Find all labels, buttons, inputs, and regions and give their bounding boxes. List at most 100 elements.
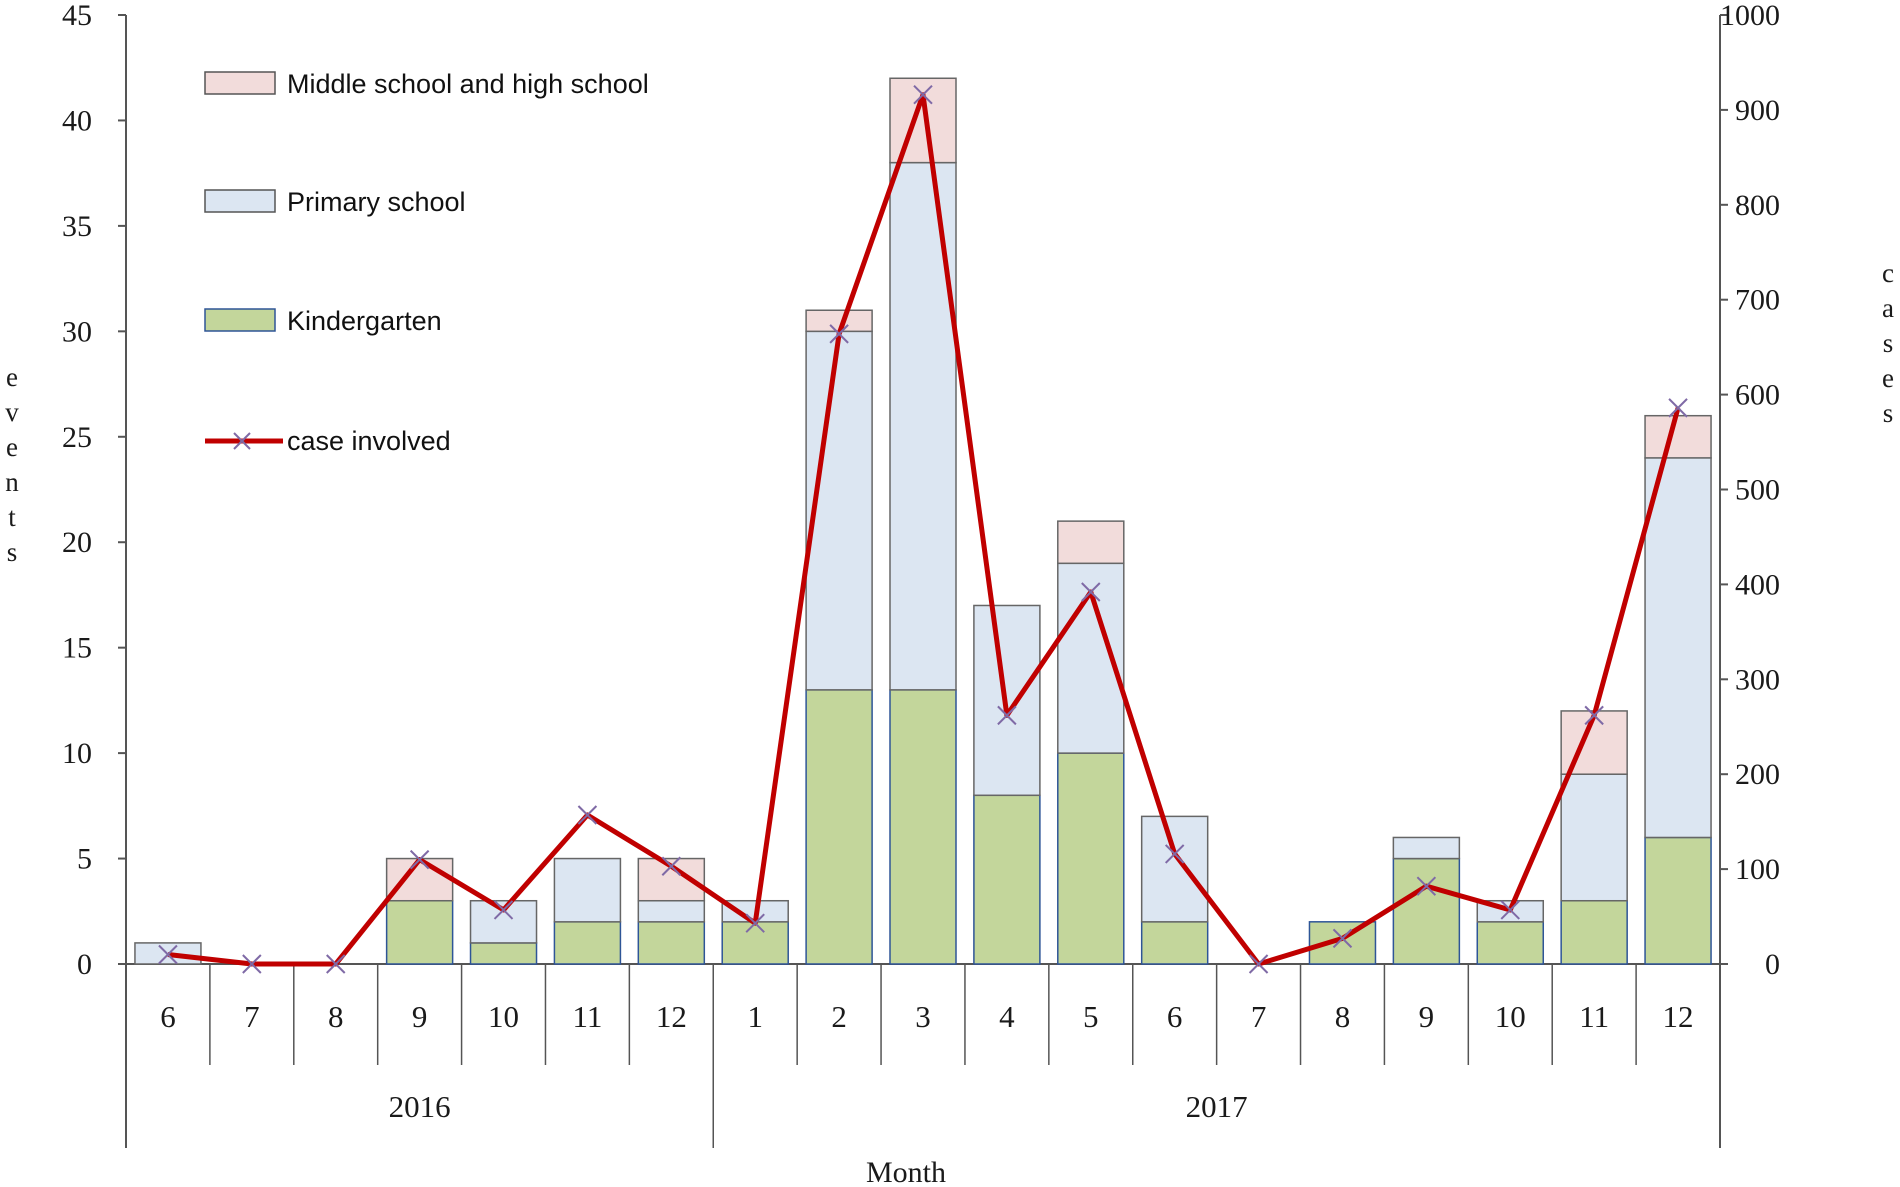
y2-tick-label: 900 bbox=[1735, 94, 1780, 127]
case-marker-stroke-b bbox=[1164, 844, 1185, 864]
case-marker-stroke-b bbox=[997, 705, 1017, 726]
bar-segment-kindergarten bbox=[1140, 921, 1209, 965]
x-tick-label: 6 bbox=[160, 999, 176, 1034]
bar-segment-middle-school-and-high-school bbox=[1057, 520, 1125, 565]
axis-title-letter: t bbox=[8, 502, 16, 532]
x-tick-label: 5 bbox=[1083, 999, 1099, 1034]
axis-title-letter: s bbox=[7, 537, 18, 567]
case-marker bbox=[1416, 876, 1437, 896]
case-marker bbox=[1584, 705, 1604, 726]
x-tick-label: 4 bbox=[999, 999, 1015, 1034]
legend-swatch-middle-high bbox=[204, 71, 276, 95]
case-marker-stroke-b bbox=[326, 954, 346, 974]
bar-segment-kindergarten bbox=[1392, 857, 1461, 965]
bar-segment-primary-school bbox=[637, 899, 706, 923]
x-tick-label: 9 bbox=[1419, 999, 1435, 1034]
case-marker bbox=[1164, 844, 1185, 864]
legend-marker-stroke-b bbox=[233, 432, 251, 450]
case-marker-stroke-b bbox=[745, 913, 765, 933]
case-marker-stroke-b bbox=[1248, 954, 1269, 974]
case-marker bbox=[1500, 900, 1520, 920]
bar-segment-kindergarten bbox=[1057, 752, 1125, 965]
axis-title-letter: s bbox=[1883, 398, 1894, 428]
bar-segment-primary-school bbox=[1140, 815, 1209, 923]
legend-marker-case bbox=[233, 432, 251, 450]
bar-segment-kindergarten bbox=[721, 921, 789, 965]
axis-title-letter: s bbox=[1883, 328, 1894, 358]
x-tick-label: 11 bbox=[572, 999, 602, 1034]
case-marker-stroke-b bbox=[1500, 900, 1520, 920]
case-marker bbox=[745, 913, 765, 933]
x-tick-label: 1 bbox=[747, 999, 763, 1034]
x-tick-label: 10 bbox=[1495, 999, 1526, 1034]
case-marker bbox=[326, 954, 346, 974]
case-marker-stroke-b bbox=[829, 324, 849, 344]
y-tick-label: 10 bbox=[62, 737, 92, 770]
bar-segment-kindergarten bbox=[1476, 921, 1545, 965]
x-tick-label: 11 bbox=[1579, 999, 1609, 1034]
bar-segment-kindergarten bbox=[637, 921, 706, 965]
axis-title-letter: e bbox=[1882, 363, 1894, 393]
x-tick-label: 7 bbox=[1251, 999, 1267, 1034]
axis-title-letter: e bbox=[6, 362, 18, 392]
year-label: 2017 bbox=[1186, 1089, 1248, 1124]
case-marker bbox=[577, 805, 598, 825]
y-tick-label: 0 bbox=[77, 948, 92, 981]
axis-title-letter: n bbox=[5, 467, 19, 497]
y2-tick-label: 100 bbox=[1735, 853, 1780, 886]
bar-segment-primary-school bbox=[889, 161, 957, 691]
y2-tick-label: 500 bbox=[1735, 474, 1780, 507]
x-tick-label: 8 bbox=[1335, 999, 1351, 1034]
case-marker-stroke-b bbox=[493, 900, 514, 920]
y-tick-label: 15 bbox=[62, 632, 92, 665]
y2-tick-label: 700 bbox=[1735, 284, 1780, 317]
case-marker bbox=[158, 944, 178, 965]
case-marker-stroke-b bbox=[577, 805, 598, 825]
bar-segment-kindergarten bbox=[805, 689, 873, 965]
y2-tick-label: 400 bbox=[1735, 568, 1780, 601]
y2-tick-label: 0 bbox=[1765, 948, 1780, 981]
case-marker-stroke-b bbox=[1416, 876, 1437, 896]
case-marker-stroke-b bbox=[1332, 928, 1353, 949]
bar-segment-kindergarten bbox=[469, 942, 538, 965]
case-marker bbox=[409, 849, 430, 870]
y2-tick-label: 1000 bbox=[1720, 0, 1780, 32]
case-marker-stroke-b bbox=[1584, 705, 1604, 726]
y-tick-label: 30 bbox=[62, 315, 92, 348]
year-label: 2016 bbox=[389, 1089, 451, 1124]
bar-segment-kindergarten bbox=[1644, 836, 1712, 965]
y2-tick-label: 200 bbox=[1735, 758, 1780, 791]
y-tick-label: 20 bbox=[62, 526, 92, 559]
legend-swatch-kindergarten bbox=[204, 308, 276, 332]
case-marker bbox=[493, 900, 514, 920]
x-tick-label: 3 bbox=[915, 999, 931, 1034]
bar-segment-kindergarten bbox=[973, 794, 1041, 965]
case-marker-stroke-b bbox=[913, 85, 933, 105]
legend-label-middle-high: Middle school and high school bbox=[287, 69, 649, 99]
case-marker bbox=[242, 954, 262, 974]
case-marker bbox=[829, 324, 849, 344]
bar-segment-primary-school bbox=[1560, 773, 1628, 902]
y-tick-label: 5 bbox=[77, 843, 92, 876]
x-tick-label: 6 bbox=[1167, 999, 1183, 1034]
bar-segment-middle-school-and-high-school bbox=[1644, 414, 1712, 459]
bar-segment-middle-school-and-high-school bbox=[889, 77, 957, 164]
y-tick-label: 35 bbox=[62, 210, 92, 243]
axis-title-letter: e bbox=[6, 432, 18, 462]
bar-segment-kindergarten bbox=[385, 899, 454, 965]
case-marker-stroke-b bbox=[1081, 582, 1101, 602]
legend-label-kindergarten: Kindergarten bbox=[287, 306, 442, 336]
x-tick-label: 12 bbox=[1663, 999, 1694, 1034]
case-marker-stroke-b bbox=[409, 849, 430, 870]
case-marker-stroke-b bbox=[242, 954, 262, 974]
case-marker bbox=[1081, 582, 1101, 602]
bar-segment-kindergarten bbox=[553, 921, 622, 965]
case-marker bbox=[997, 705, 1017, 726]
y-tick-label: 45 bbox=[62, 0, 92, 32]
y2-tick-label: 600 bbox=[1735, 379, 1780, 412]
bar-segment-primary-school bbox=[1392, 836, 1461, 860]
x-tick-label: 2 bbox=[831, 999, 847, 1034]
axes: 0510152025303540450100200300400500600700… bbox=[62, 0, 1780, 1148]
